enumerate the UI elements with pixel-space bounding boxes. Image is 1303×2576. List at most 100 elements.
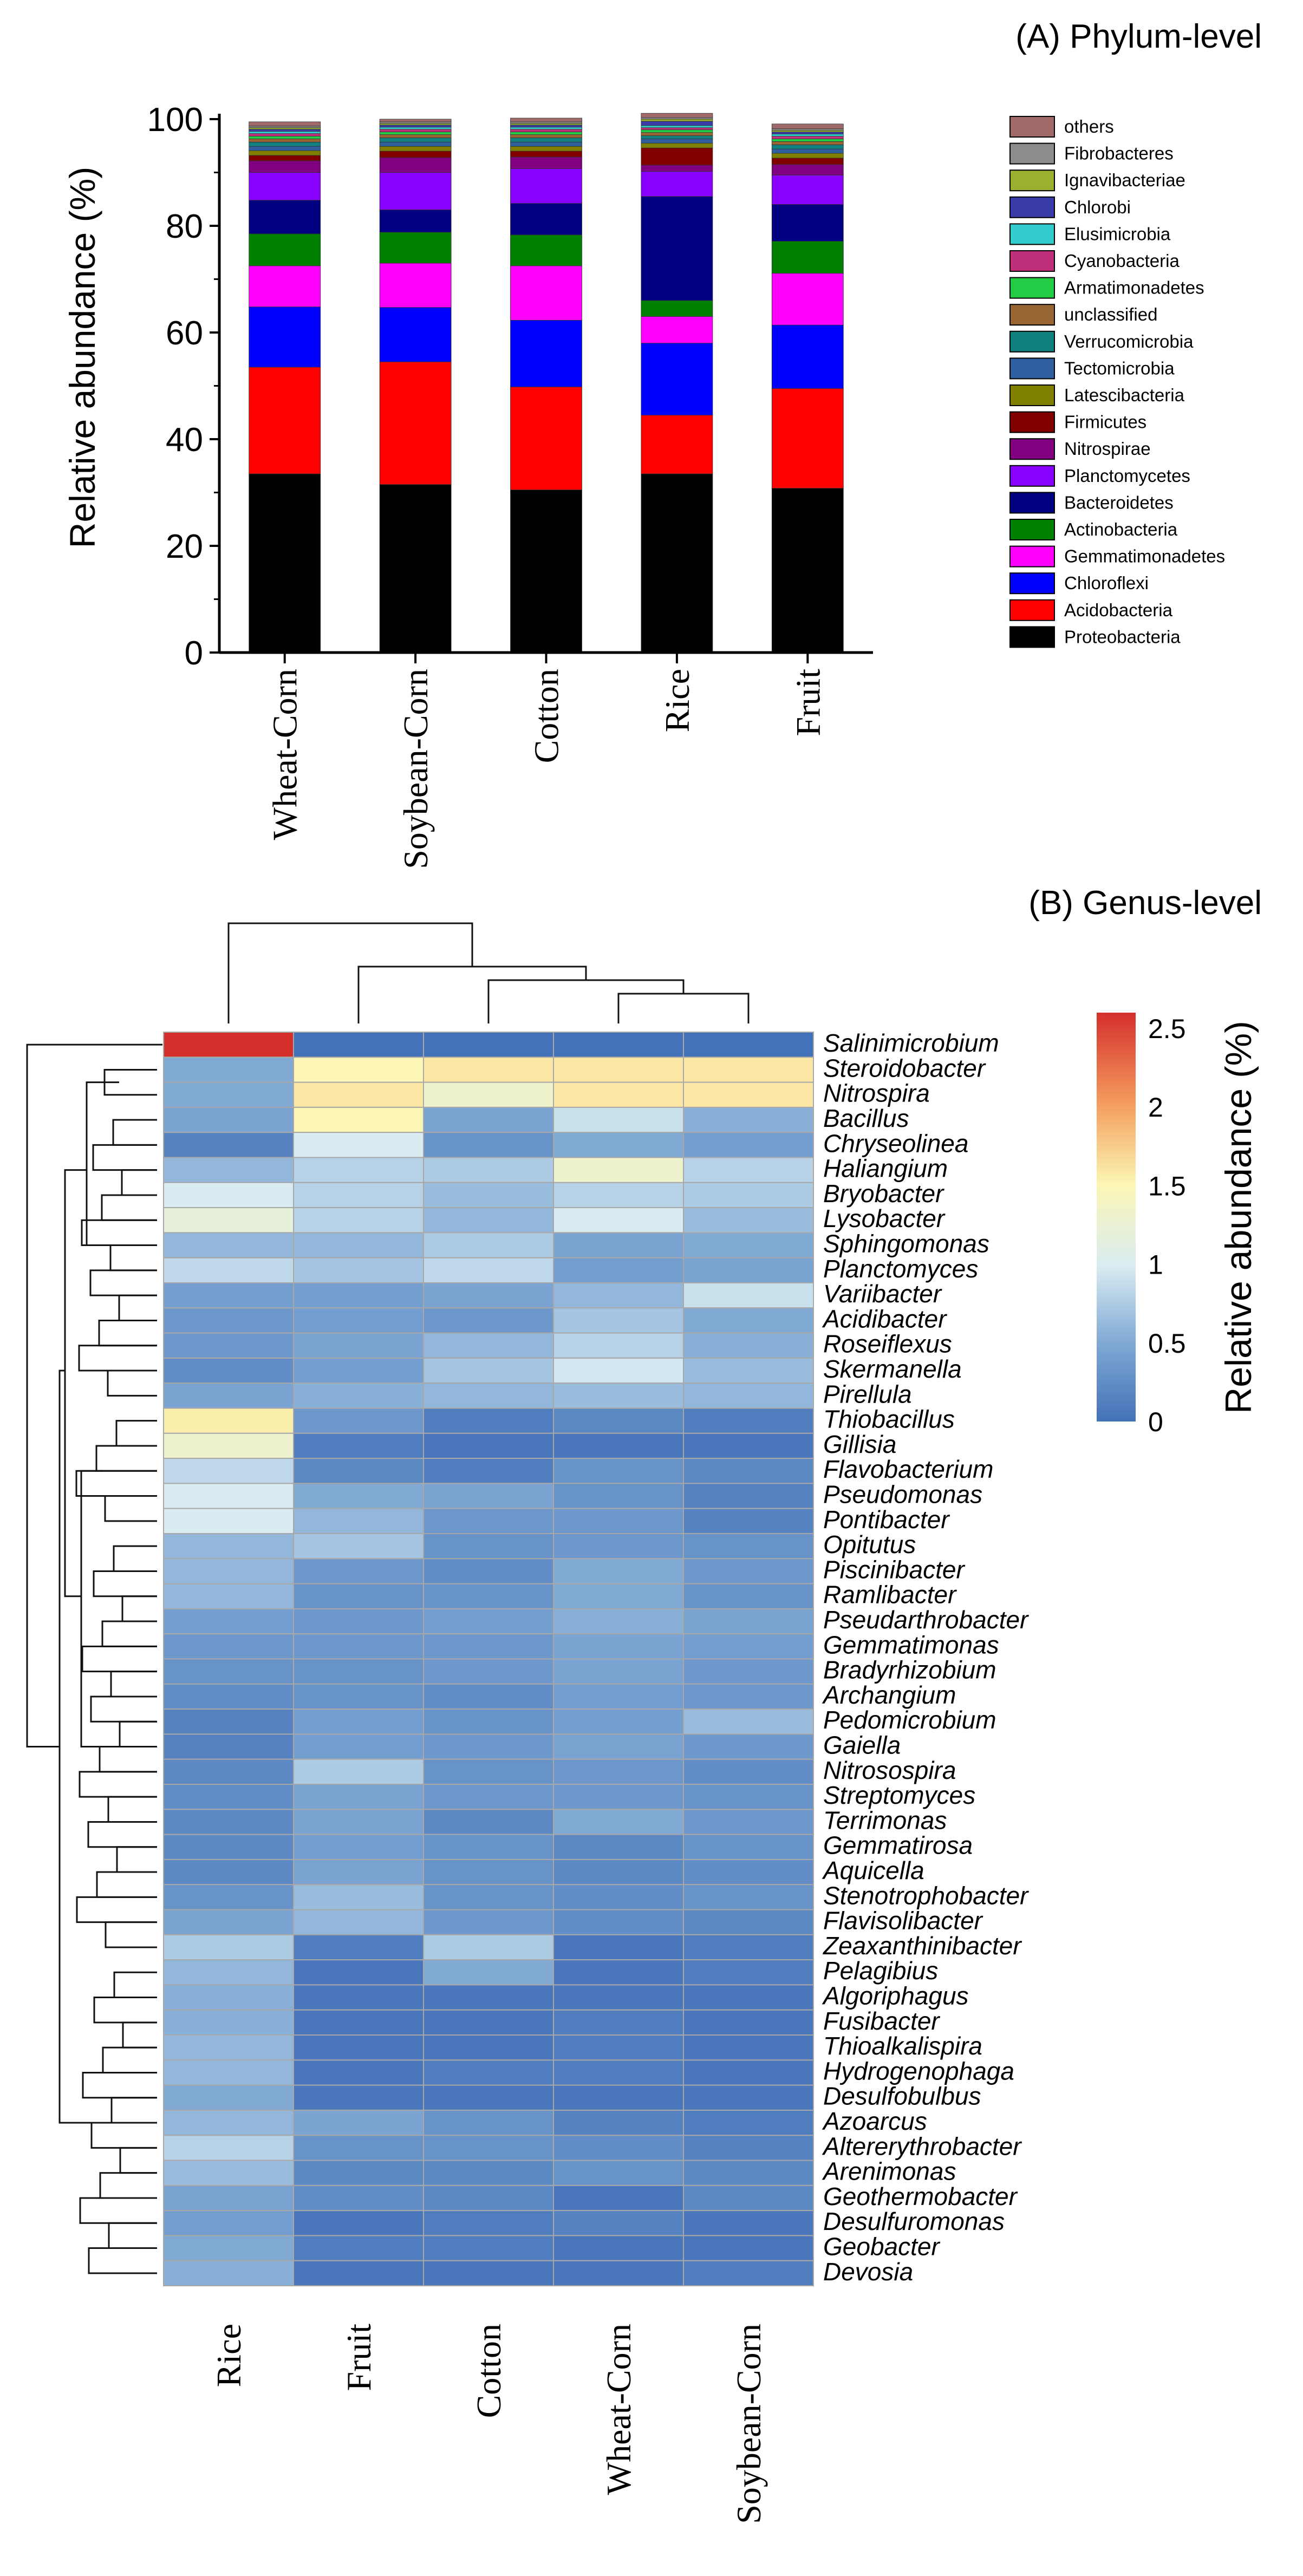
heatmap-cell	[293, 1733, 424, 1760]
heatmap-cell	[553, 1858, 684, 1886]
row-dendrogram-link	[119, 2147, 157, 2174]
heatmap-cell	[293, 1608, 424, 1635]
genus-row-label: Pontibacter	[823, 1505, 950, 1534]
bar-segment	[641, 343, 713, 416]
legend-label: unclassified	[1064, 304, 1157, 324]
genus-row-label: Geobacter	[823, 2233, 940, 2261]
phylum-panel: (A) Phylum-level Relative abundance (%) …	[62, 18, 1262, 869]
row-dendrogram-link	[104, 1495, 157, 1522]
y-tick-label: 60	[166, 315, 203, 352]
x-category-label: Wheat-Corn	[266, 669, 304, 840]
heatmap-cell	[293, 1132, 424, 1158]
genus-row-label: Piscinibacter	[823, 1555, 965, 1583]
heatmap-cell	[553, 1558, 684, 1584]
genus-row-label: Planctomyces	[823, 1255, 978, 1283]
heatmap-cell	[423, 1382, 554, 1409]
heatmap-cell	[163, 1106, 294, 1133]
heatmap-cell	[423, 1483, 554, 1509]
bar-segment	[379, 125, 452, 128]
column-dendrogram-link	[487, 979, 685, 1023]
heatmap-cell	[293, 1909, 424, 1935]
heatmap-cell	[293, 1758, 424, 1785]
heatmap-cell	[553, 1382, 684, 1409]
heatmap-cell	[683, 2009, 814, 2036]
heatmap-cell	[683, 1307, 814, 1334]
heatmap-cell	[683, 1032, 814, 1058]
heatmap-cell	[423, 1633, 554, 1660]
heatmap-cell	[683, 1157, 814, 1183]
heatmap-cell	[293, 1784, 424, 1810]
bar-segment	[379, 151, 452, 158]
bar-segment	[249, 200, 321, 234]
bar-segment	[641, 121, 713, 126]
heatmap-cell	[553, 1407, 684, 1434]
heatmap-cell	[683, 1784, 814, 1810]
legend-swatch	[1009, 330, 1055, 353]
heatmap-cell	[553, 1834, 684, 1860]
heatmap-cell	[293, 1483, 424, 1509]
bar-segment	[379, 129, 452, 133]
legend-swatch	[1009, 142, 1055, 165]
row-dendrogram-link	[113, 1545, 157, 1572]
heatmap-cell	[553, 1508, 684, 1534]
heatmap-cell	[293, 1508, 424, 1534]
y-tick-label: 40	[166, 421, 203, 459]
legend-label: Chloroflexi	[1064, 573, 1149, 593]
heatmap-column-label: Fruit	[340, 2324, 378, 2391]
row-dendrogram-link	[87, 1821, 157, 1848]
heatmap-cell	[163, 1934, 294, 1961]
genus-row-label: Bryobacter	[823, 1179, 944, 1208]
heatmap-cell	[683, 1508, 814, 1534]
heatmap-cell	[553, 1809, 684, 1835]
bar-segment	[510, 203, 582, 236]
genus-row-label: Stenotrophobacter	[823, 1881, 1029, 1909]
genus-row-label: Fusibacter	[823, 2007, 940, 2035]
row-dendrogram-link	[81, 1219, 157, 1247]
y-tick-label: 0	[185, 635, 203, 672]
genus-row-label: Gemmatirosa	[823, 1831, 973, 1860]
heatmap-cell	[423, 1232, 554, 1258]
genus-row-label: Archangium	[822, 1681, 956, 1709]
bar-segment	[510, 146, 582, 152]
genus-row-label: Flavobacterium	[823, 1455, 993, 1483]
heatmap-cell	[163, 2135, 294, 2161]
heatmap-cell	[293, 1357, 424, 1384]
genus-row-label: Gillisia	[823, 1430, 896, 1458]
genus-row-label: Acidibacter	[822, 1305, 947, 1333]
heatmap-cell	[163, 1382, 294, 1409]
heatmap-cell	[553, 1332, 684, 1359]
heatmap-cell	[423, 1683, 554, 1710]
bar-segment	[641, 171, 713, 197]
bar-segment	[771, 123, 844, 129]
heatmap-column-label: Rice	[210, 2324, 248, 2387]
row-dendrogram-link	[118, 1294, 157, 1321]
colorbar	[1097, 1013, 1136, 1421]
heatmap-cell	[163, 1508, 294, 1534]
bar-segment	[249, 306, 321, 368]
heatmap-cell	[163, 1282, 294, 1309]
bar-segment	[379, 123, 452, 126]
legend-swatch	[1009, 223, 1055, 245]
heatmap-cell	[163, 1307, 294, 1334]
heatmap-cell	[163, 2184, 294, 2212]
row-dendrogram-link	[107, 1796, 157, 1823]
legend-swatch	[1009, 519, 1055, 540]
row-dendrogram-link	[99, 2172, 157, 2199]
bar-segment	[249, 172, 321, 201]
row-dendrogram-link	[90, 2122, 157, 2149]
row-dendrogram-link	[110, 2097, 157, 2124]
y-tick-label: 20	[166, 528, 203, 565]
bar-segment	[379, 172, 452, 210]
genus-dendrograms	[26, 922, 750, 2274]
heatmap-cell	[423, 1307, 554, 1334]
heatmap-cell	[683, 1407, 814, 1434]
genus-row-label: Desulfuromonas	[823, 2207, 1005, 2235]
heatmap-cell	[293, 2109, 424, 2136]
heatmap-cell	[163, 1357, 294, 1384]
heatmap-cell	[423, 2210, 554, 2236]
heatmap-cell	[553, 2059, 684, 2086]
heatmap-cell	[553, 2084, 684, 2111]
bar-segment	[379, 127, 452, 130]
heatmap-cell	[163, 1081, 294, 1108]
x-category-label: Rice	[658, 669, 696, 732]
